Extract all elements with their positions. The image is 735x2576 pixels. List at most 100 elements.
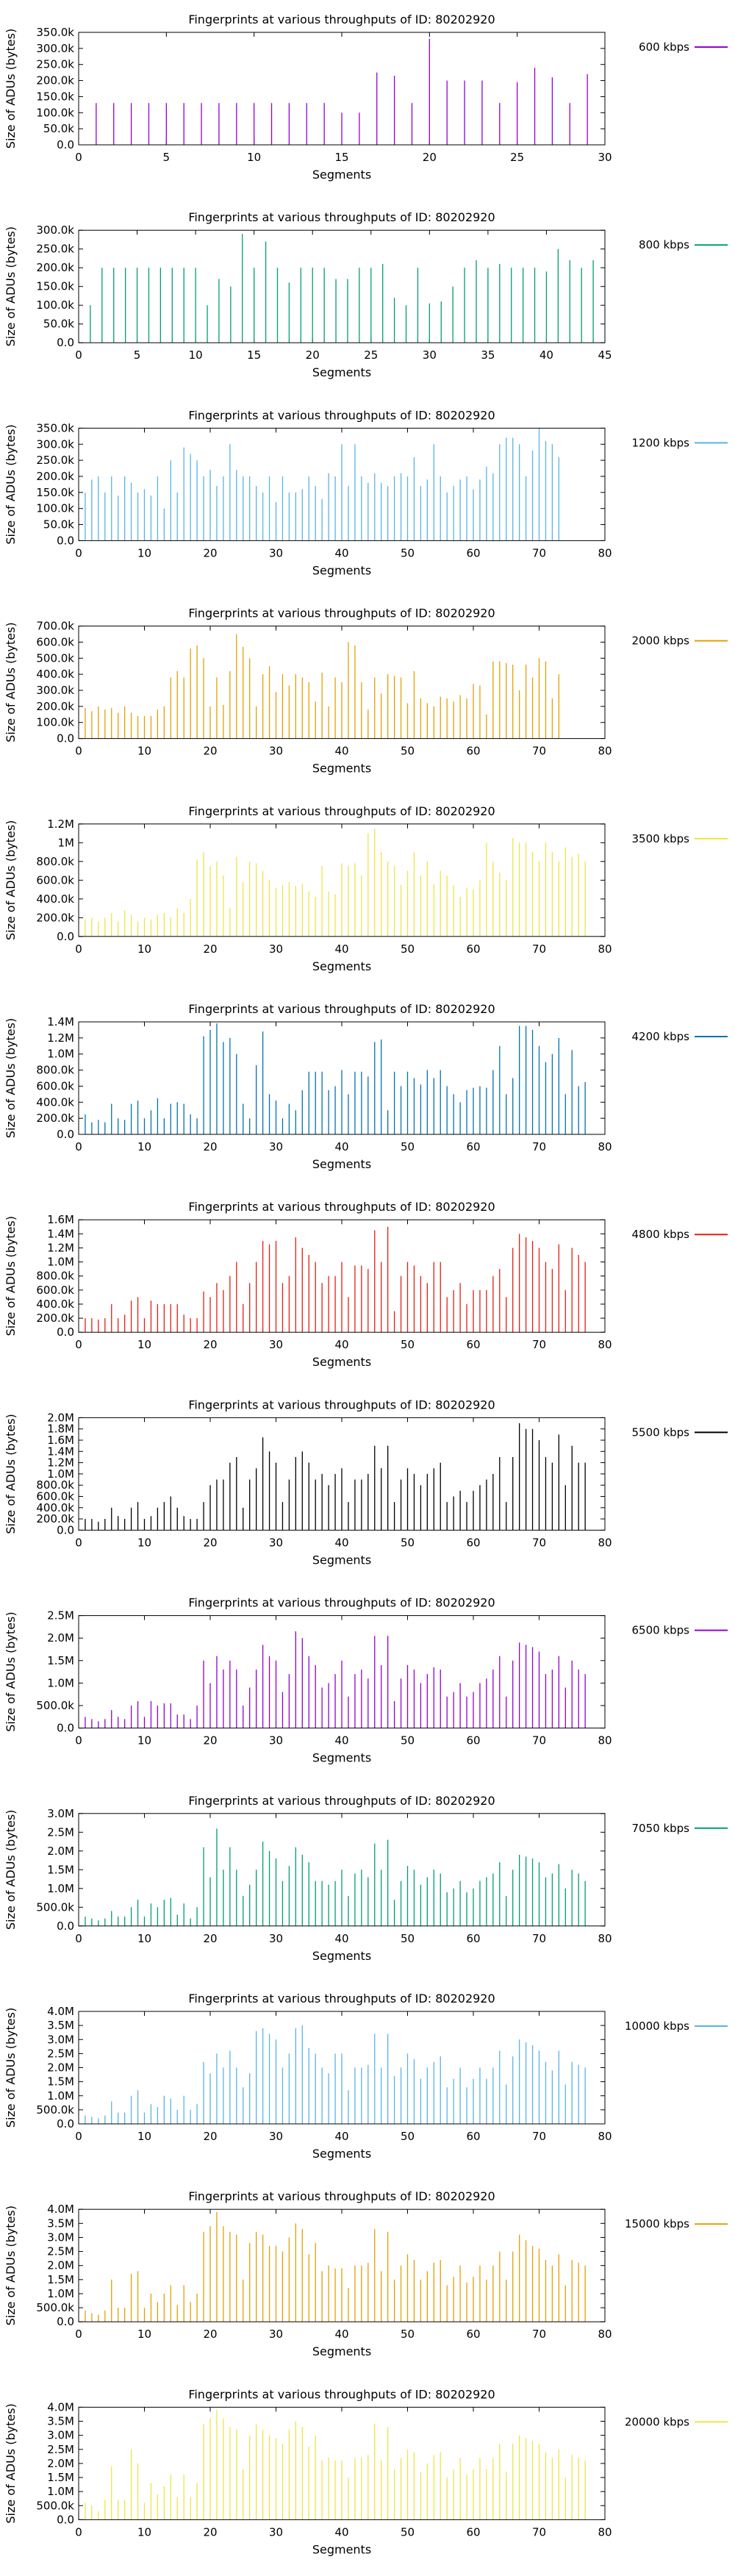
y-tick-label: 600.0k <box>36 1490 74 1503</box>
x-tick-label: 30 <box>598 151 612 164</box>
x-tick-label: 0 <box>75 151 82 164</box>
x-tick-label: 10 <box>137 2328 151 2341</box>
x-tick-label: 40 <box>334 546 348 559</box>
x-tick-label: 0 <box>75 942 82 956</box>
x-tick-label: 40 <box>334 2130 348 2143</box>
x-tick-label: 80 <box>598 2328 612 2341</box>
y-tick-label: 3.5M <box>47 2019 74 2032</box>
x-tick-label: 0 <box>75 1932 82 1945</box>
y-axis-label: Size of ADUs (bytes) <box>4 1611 18 1731</box>
y-tick-label: 600.0k <box>36 635 74 648</box>
y-tick-label: 2.0M <box>47 2259 74 2272</box>
y-tick-label: 1.4M <box>47 1227 74 1240</box>
x-tick-label: 20 <box>203 2130 217 2143</box>
y-tick-label: 2.0M <box>47 1631 74 1645</box>
x-tick-label: 50 <box>401 2525 415 2539</box>
y-tick-label: 0.0 <box>57 534 74 547</box>
x-axis-label: Segments <box>312 1355 371 1369</box>
x-tick-label: 60 <box>466 1140 480 1153</box>
y-tick-label: 2.5M <box>47 2443 74 2456</box>
y-axis-label: Size of ADUs (bytes) <box>4 424 18 544</box>
x-tick-label: 20 <box>203 546 217 559</box>
chart-title: Fingerprints at various throughputs of I… <box>188 804 495 818</box>
plot-frame <box>78 32 606 146</box>
y-tick-label: 150.0k <box>36 280 74 293</box>
y-tick-label: 1.6M <box>47 1434 74 1447</box>
x-tick-label: 40 <box>334 2525 348 2539</box>
legend-label: 2000 kbps <box>632 634 690 648</box>
x-tick-label: 30 <box>423 348 437 362</box>
y-tick-label: 1.4M <box>47 1015 74 1028</box>
chart-title: Fingerprints at various throughputs of I… <box>188 1002 495 1016</box>
plot-frame <box>78 1021 606 1135</box>
x-tick-label: 40 <box>334 1932 348 1945</box>
y-tick-label: 400.0k <box>36 892 74 906</box>
x-tick-label: 25 <box>510 151 524 164</box>
y-tick-label: 4.0M <box>47 2203 74 2216</box>
legend-label: 600 kbps <box>639 40 689 54</box>
legend-label: 3500 kbps <box>632 832 690 845</box>
x-axis-label: Segments <box>312 1553 371 1567</box>
x-tick-label: 20 <box>203 942 217 956</box>
x-tick-label: 60 <box>466 2130 480 2143</box>
y-tick-label: 350.0k <box>36 26 74 39</box>
x-tick-label: 60 <box>466 1338 480 1351</box>
y-tick-label: 1.2M <box>47 817 74 831</box>
y-tick-label: 0.0 <box>57 1722 74 1735</box>
x-tick-label: 10 <box>137 1536 151 1549</box>
x-tick-label: 70 <box>532 1734 546 1747</box>
x-tick-label: 60 <box>466 546 480 559</box>
x-axis-label: Segments <box>312 168 371 182</box>
x-tick-label: 15 <box>334 151 348 164</box>
x-tick-label: 25 <box>364 348 378 362</box>
x-tick-label: 30 <box>269 942 283 956</box>
y-tick-label: 2.0M <box>47 2061 74 2075</box>
x-tick-label: 80 <box>598 2525 612 2539</box>
plot-frame <box>78 229 606 343</box>
y-tick-label: 200.0k <box>36 700 74 713</box>
x-tick-label: 40 <box>334 1338 348 1351</box>
y-tick-label: 50.0k <box>43 518 74 532</box>
y-axis-label: Size of ADUs (bytes) <box>4 2205 18 2325</box>
x-tick-label: 20 <box>423 151 437 164</box>
x-tick-label: 70 <box>532 2130 546 2143</box>
chart-title: Fingerprints at various throughputs of I… <box>188 2189 495 2203</box>
x-tick-label: 50 <box>401 1338 415 1351</box>
x-tick-label: 45 <box>598 348 612 362</box>
y-tick-label: 150.0k <box>36 90 74 103</box>
y-tick-label: 800.0k <box>36 1270 74 1283</box>
x-tick-label: 10 <box>137 942 151 956</box>
y-tick-label: 500.0k <box>36 1699 74 1712</box>
x-axis-label: Segments <box>312 365 371 379</box>
y-tick-label: 300.0k <box>36 42 74 55</box>
x-tick-label: 30 <box>269 2130 283 2143</box>
y-tick-label: 500.0k <box>36 2499 74 2512</box>
y-tick-label: 500.0k <box>36 651 74 665</box>
x-axis-label: Segments <box>312 2147 371 2161</box>
y-tick-label: 500.0k <box>36 2103 74 2117</box>
x-tick-label: 0 <box>75 1338 82 1351</box>
y-tick-label: 200.0k <box>36 1112 74 1125</box>
y-tick-label: 1.4M <box>47 1445 74 1458</box>
y-tick-label: 0.0 <box>57 1128 74 1141</box>
plot-frame <box>78 1813 606 1927</box>
legend-label: 20000 kbps <box>625 2415 689 2428</box>
y-axis-label: Size of ADUs (bytes) <box>4 2008 18 2128</box>
x-tick-label: 20 <box>203 745 217 758</box>
x-tick-label: 70 <box>532 2525 546 2539</box>
y-tick-label: 2.5M <box>47 1825 74 1839</box>
y-tick-label: 1.2M <box>47 1241 74 1254</box>
y-tick-label: 500.0k <box>36 2301 74 2314</box>
y-tick-label: 1M <box>58 836 75 849</box>
y-tick-label: 200.0k <box>36 911 74 924</box>
y-tick-label: 2.0M <box>47 1845 74 1858</box>
x-tick-label: 5 <box>163 151 171 164</box>
y-tick-label: 1.5M <box>47 2273 74 2286</box>
x-tick-label: 40 <box>334 1734 348 1747</box>
x-tick-label: 30 <box>269 745 283 758</box>
plot-frame <box>78 823 606 937</box>
chart-title: Fingerprints at various throughputs of I… <box>188 1596 495 1610</box>
chart-title: Fingerprints at various throughputs of I… <box>188 1992 495 2006</box>
x-tick-label: 20 <box>203 2328 217 2341</box>
chart-title: Fingerprints at various throughputs of I… <box>188 12 495 26</box>
